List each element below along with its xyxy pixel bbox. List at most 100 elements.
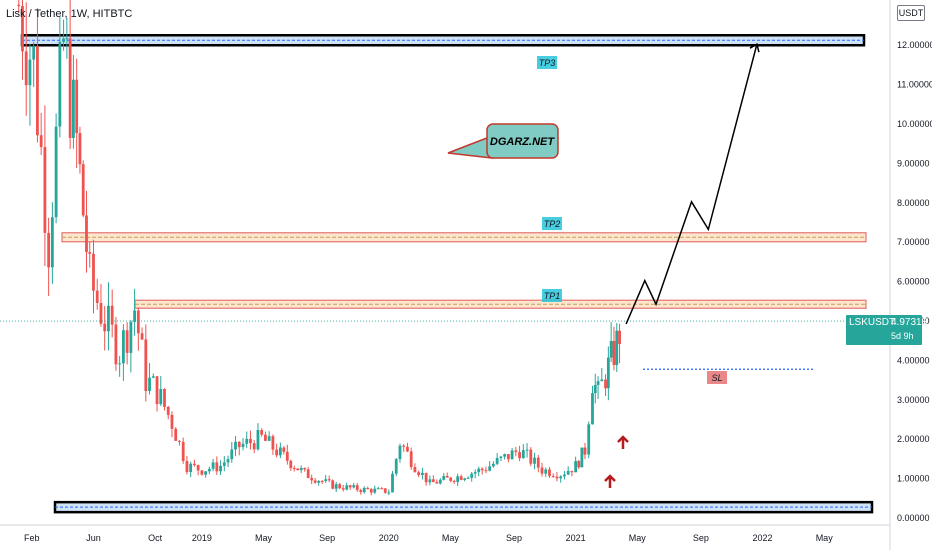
candle-body: [488, 466, 492, 471]
candle-body: [559, 476, 563, 479]
y-tick-label: 8.00000: [897, 198, 930, 208]
candle-body: [484, 470, 488, 472]
candle-body: [196, 465, 200, 471]
candle-body: [81, 164, 85, 216]
candle-body: [521, 450, 525, 459]
y-tick-label: 4.00000: [897, 355, 930, 365]
candle-body: [75, 79, 79, 134]
x-tick-label: May: [629, 533, 647, 543]
candle-body: [289, 460, 293, 469]
candle-body: [492, 463, 495, 467]
candle-body: [252, 443, 256, 450]
candle-body: [110, 305, 114, 325]
callout-box: [486, 123, 559, 159]
candle-body: [155, 376, 159, 405]
candle-body: [47, 232, 51, 268]
candle-body: [376, 488, 380, 490]
x-tick-label: 2020: [379, 533, 399, 543]
candle-body: [424, 472, 428, 483]
candle-body: [506, 454, 510, 460]
candle-body: [21, 6, 24, 52]
candle-body: [604, 379, 607, 389]
candle-body: [256, 430, 260, 450]
x-tick-label: Sep: [693, 533, 709, 543]
candle-body: [185, 461, 189, 473]
candle-body: [85, 215, 88, 253]
candle-body: [264, 434, 267, 441]
y-tick-label: 7.00000: [897, 237, 930, 247]
candle-body: [551, 475, 555, 477]
candle-body: [181, 441, 185, 462]
candle-body: [466, 477, 470, 479]
candle-body: [438, 479, 442, 484]
candle-body: [249, 438, 252, 444]
candle-body: [580, 447, 584, 468]
candle-body: [125, 330, 129, 353]
candle-body: [136, 310, 140, 334]
candle-body: [529, 449, 533, 464]
candle-body: [583, 447, 587, 455]
candle-body: [525, 449, 529, 451]
candle-body: [409, 451, 413, 468]
chart-title: Lisk / Tether, 1W, HITBTC: [6, 8, 133, 20]
candle-body: [299, 468, 303, 471]
candle-body: [103, 323, 107, 332]
candle-body: [166, 406, 170, 415]
level-label: TP1: [544, 291, 561, 301]
candle-body: [303, 468, 307, 470]
candle-body: [278, 447, 282, 456]
candle-body: [306, 469, 310, 479]
candle-body: [129, 321, 133, 353]
currency-badge[interactable]: USDT: [897, 5, 925, 21]
candle-body: [369, 489, 373, 493]
candle-body: [151, 376, 155, 378]
candle-body: [178, 440, 181, 442]
candle-body: [359, 490, 363, 493]
candle-body: [495, 457, 499, 464]
candle-body: [566, 470, 570, 475]
candle-body: [237, 441, 241, 448]
candle-body: [540, 467, 544, 474]
candle-body: [92, 253, 95, 291]
candle-body: [428, 479, 432, 483]
price-tag-value: 4.97318: [891, 317, 928, 328]
x-tick-label: 2021: [566, 533, 586, 543]
plot-area: [0, 0, 890, 525]
x-tick-label: Feb: [24, 533, 40, 543]
y-tick-label: 3.00000: [897, 395, 930, 405]
candle-body: [170, 414, 174, 429]
candle-body: [215, 462, 219, 472]
candle-body: [36, 46, 39, 136]
candle-body: [324, 479, 328, 482]
x-tick-label: Sep: [506, 533, 522, 543]
candle-body: [271, 436, 275, 450]
candle-body: [292, 468, 296, 470]
candle-body: [435, 482, 439, 484]
y-tick-label: 1.00000: [897, 474, 930, 484]
candle-body: [189, 463, 193, 473]
candle-body: [477, 468, 481, 473]
y-tick-label: 12.00000: [897, 40, 932, 50]
candle-body: [570, 470, 574, 473]
candle-body: [58, 42, 62, 127]
candle-body: [593, 384, 597, 394]
candle-body: [510, 450, 514, 460]
level-label-bg: [707, 371, 727, 384]
candle-body: [503, 454, 507, 457]
candle-body: [310, 478, 314, 481]
candle-body: [313, 480, 317, 483]
candle-body: [107, 305, 110, 332]
candle-body: [211, 462, 215, 469]
candle-body: [459, 476, 463, 480]
projection-path: [625, 44, 758, 325]
x-tick-label: May: [442, 533, 460, 543]
candle-body: [413, 467, 417, 473]
candle-body: [612, 340, 616, 365]
candle-body: [470, 473, 474, 478]
candle-body: [72, 79, 75, 138]
candle-body: [114, 324, 118, 365]
y-tick-label: 6.00000: [897, 277, 930, 287]
candle-body: [241, 443, 245, 448]
candle-body: [463, 478, 467, 480]
